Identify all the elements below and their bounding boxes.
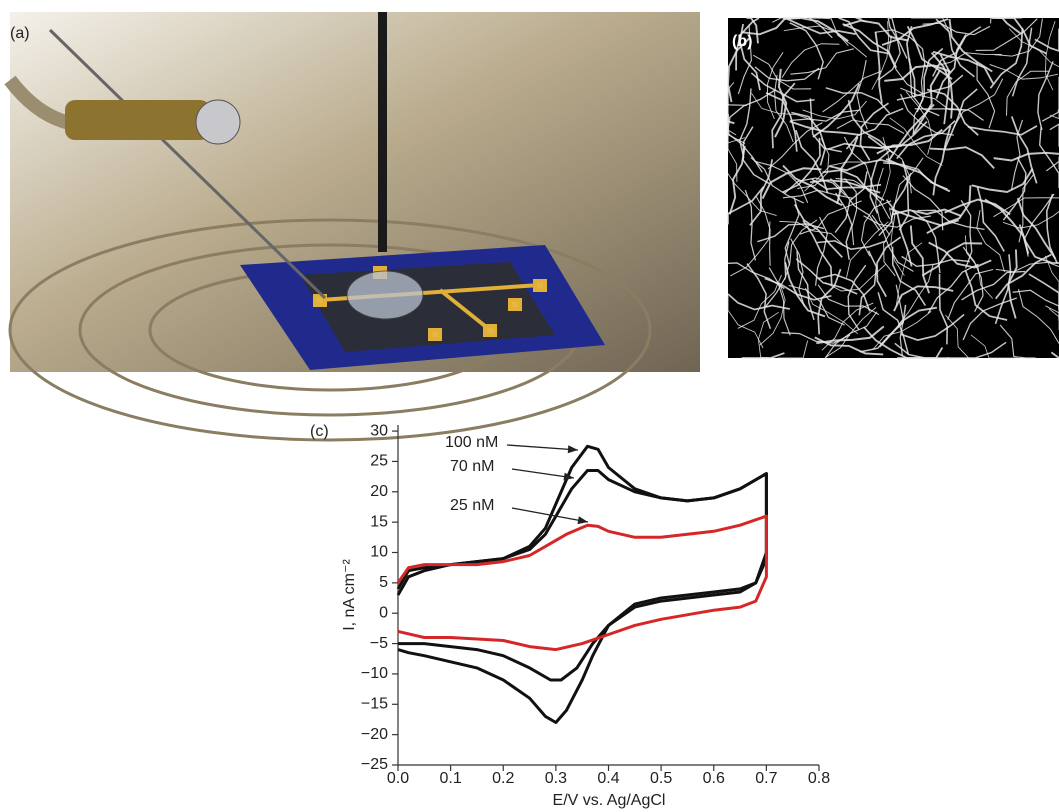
y-tick-label: −10 xyxy=(361,665,388,682)
x-tick-label: 0.3 xyxy=(545,770,567,787)
y-tick-label: −20 xyxy=(361,726,388,743)
x-tick-label: 0.5 xyxy=(650,770,672,787)
annotation-arrowhead xyxy=(568,445,578,453)
y-tick-label: 0 xyxy=(379,604,388,621)
x-tick-label: 0.4 xyxy=(597,770,619,787)
y-tick-label: −5 xyxy=(370,635,388,652)
y-tick-label: −25 xyxy=(361,756,388,773)
y-tick-label: 30 xyxy=(370,422,388,439)
annotation-arrowhead xyxy=(577,516,588,524)
cv-curve xyxy=(398,516,766,650)
x-tick-label: 0.7 xyxy=(755,770,777,787)
x-tick-label: 0.8 xyxy=(808,770,830,787)
panel-label: (b) xyxy=(732,33,752,50)
photo-b xyxy=(728,18,1059,358)
annotation-arrow xyxy=(507,445,578,450)
x-tick-label: 0.6 xyxy=(703,770,725,787)
series-annotation: 100 nM xyxy=(445,434,498,451)
y-tick-label: −15 xyxy=(361,696,388,713)
panel-label: (a) xyxy=(10,25,30,42)
y-tick-label: 5 xyxy=(379,574,388,591)
y-tick-label: 20 xyxy=(370,483,388,500)
x-tick-label: 0.0 xyxy=(387,770,409,787)
y-tick-label: 10 xyxy=(370,544,388,561)
y-tick-label: 25 xyxy=(370,453,388,470)
figure: (a) (b) (c) E/V vs. Ag/AgCl I, nA cm⁻² −… xyxy=(0,0,1059,812)
x-axis-label: E/V vs. Ag/AgCl xyxy=(553,792,666,809)
cv-curve xyxy=(398,446,766,722)
y-axis-label: I, nA cm⁻² xyxy=(341,559,358,631)
series-annotation: 70 nM xyxy=(450,458,494,475)
photo-a: (a) xyxy=(10,12,700,440)
x-tick-label: 0.1 xyxy=(440,770,462,787)
series-annotation: 25 nM xyxy=(450,497,494,514)
panel-label: (c) xyxy=(310,423,329,440)
x-tick-label: 0.2 xyxy=(492,770,514,787)
y-tick-label: 15 xyxy=(370,513,388,530)
